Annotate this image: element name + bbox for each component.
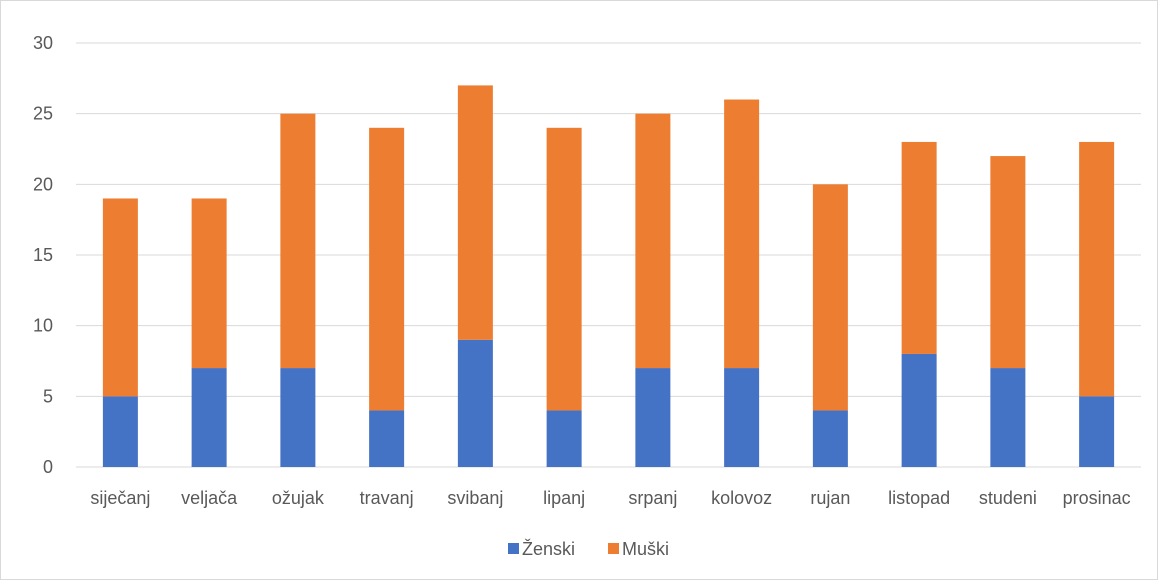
bar-zenski-2 (191, 368, 227, 467)
bar-zenski-3 (280, 368, 316, 467)
axes: 0 5 10 15 20 25 30 siječanj veljača ožujak travanj… (33, 33, 1131, 508)
bar-muski-4 (369, 127, 405, 411)
bar-muski-2 (191, 198, 227, 369)
bar-muski-1 (102, 198, 138, 397)
bar-zenski-8 (724, 368, 760, 467)
x-tick-label: studeni (979, 488, 1037, 508)
x-tick-label: veljača (181, 488, 238, 508)
y-tick-label: 30 (33, 33, 53, 53)
bar-muski-6 (546, 127, 582, 411)
legend-label-zenski: Ženski (522, 539, 575, 559)
bar-muski-7 (635, 113, 671, 369)
y-tick-label: 20 (33, 174, 53, 194)
x-tick-label: siječanj (90, 488, 150, 508)
bar-zenski-11 (990, 368, 1026, 467)
bar-zenski-6 (546, 410, 582, 467)
legend-label-muski: Muški (622, 539, 669, 559)
legend: Ženski Muški (508, 539, 669, 559)
bar-zenski-5 (457, 339, 493, 467)
legend-swatch-zenski (508, 543, 519, 554)
bar-muski-12 (1079, 141, 1115, 397)
x-tick-label: travanj (360, 488, 414, 508)
y-tick-label: 5 (43, 386, 53, 406)
x-tick-label: lipanj (543, 488, 585, 508)
x-tick-label: prosinac (1063, 488, 1131, 508)
bar-zenski-4 (369, 410, 405, 467)
x-tick-label: srpanj (628, 488, 677, 508)
x-tick-label: rujan (810, 488, 850, 508)
y-tick-label: 10 (33, 316, 53, 336)
bar-zenski-9 (812, 410, 848, 467)
x-tick-label: svibanj (447, 488, 503, 508)
bar-muski-5 (457, 85, 493, 340)
y-tick-label: 15 (33, 245, 53, 265)
bar-muski-3 (280, 113, 316, 369)
bar-zenski-10 (901, 353, 937, 467)
y-tick-label: 25 (33, 104, 53, 124)
x-tick-label: kolovoz (711, 488, 772, 508)
y-tick-label: 0 (43, 457, 53, 477)
bars (102, 85, 1115, 467)
legend-swatch-muski (608, 543, 619, 554)
bar-muski-8 (724, 99, 760, 369)
gridlines (76, 42, 1141, 468)
x-tick-label: ožujak (272, 488, 325, 508)
bar-zenski-12 (1079, 396, 1115, 467)
bar-zenski-7 (635, 368, 671, 467)
x-tick-label: listopad (888, 488, 950, 508)
bar-muski-10 (901, 141, 937, 354)
bar-zenski-1 (102, 396, 138, 467)
bar-muski-11 (990, 156, 1026, 369)
bar-muski-9 (812, 184, 848, 411)
